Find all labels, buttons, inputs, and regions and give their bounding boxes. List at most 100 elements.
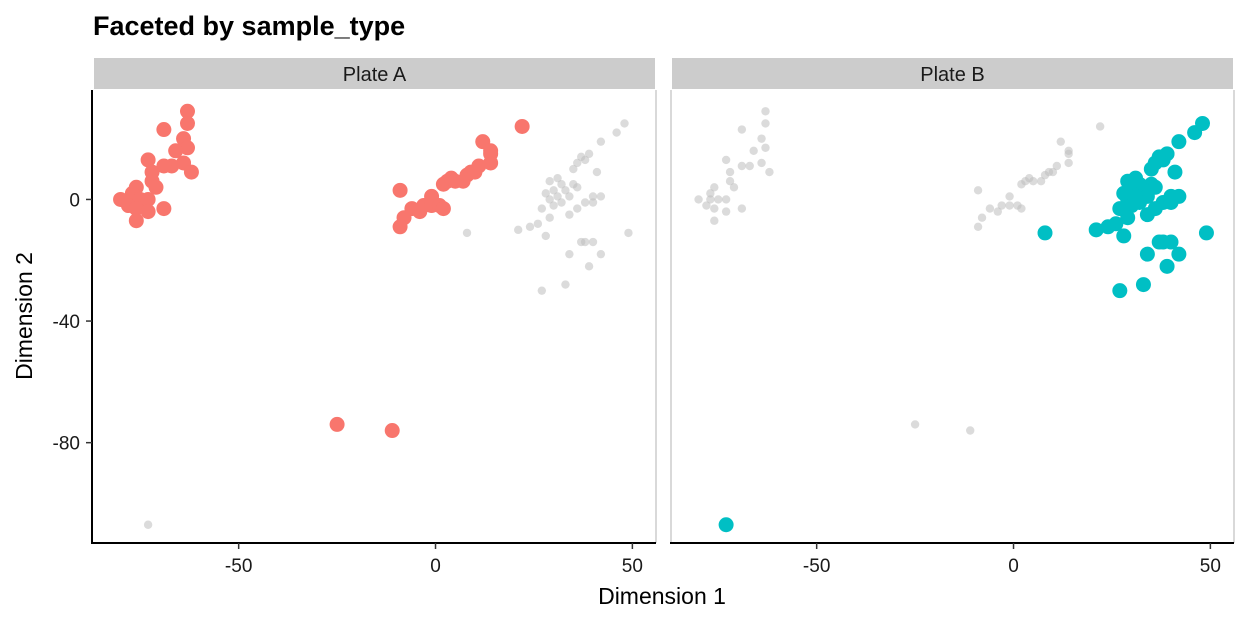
background-point	[549, 201, 558, 210]
data-point	[1139, 207, 1155, 223]
facet-panel-plate-b: Plate B	[670, 56, 1235, 533]
data-point	[156, 122, 172, 138]
background-point	[765, 167, 774, 177]
data-point	[140, 204, 156, 220]
background-point	[525, 222, 535, 232]
background-point	[910, 420, 920, 429]
data-point	[514, 118, 530, 134]
background-point	[737, 161, 747, 171]
facet-strip-plate-b	[670, 56, 1235, 91]
y-tick-label: -40	[53, 312, 80, 333]
facet-panel-plate-a: Plate A	[92, 56, 657, 529]
y-tick-label: -80	[53, 434, 80, 455]
background-point	[973, 186, 983, 195]
background-point	[694, 195, 703, 204]
background-point	[565, 249, 574, 259]
data-point	[435, 201, 451, 217]
background-point	[985, 204, 995, 213]
background-point	[1064, 158, 1073, 168]
background-point	[721, 207, 731, 216]
background-point	[725, 167, 735, 177]
background-point	[541, 189, 550, 198]
background-point	[1005, 201, 1014, 210]
background-point	[749, 146, 758, 156]
background-point	[620, 119, 629, 128]
background-point	[737, 204, 747, 213]
background-point	[545, 213, 554, 222]
data-point	[392, 182, 408, 198]
background-point	[533, 219, 543, 228]
x-tick-label: -50	[225, 556, 252, 577]
background-point	[557, 198, 566, 207]
background-point	[553, 192, 562, 201]
background-point	[761, 107, 770, 116]
background-point	[1029, 177, 1038, 186]
data-point	[1163, 234, 1179, 250]
data-point	[128, 201, 144, 217]
background-point	[565, 192, 574, 201]
background-point	[537, 204, 547, 213]
y-tick-label: 0	[69, 190, 80, 211]
background-point	[729, 183, 739, 192]
background-point	[725, 177, 735, 186]
facet-strip-label-plate-b: Plate B	[920, 64, 984, 86]
background-point	[1064, 146, 1073, 156]
background-point	[737, 125, 747, 134]
background-point	[545, 177, 554, 186]
background-point	[1005, 192, 1014, 201]
background-point	[1056, 137, 1065, 146]
background-point	[573, 204, 582, 213]
background-point	[1048, 167, 1058, 177]
data-point	[168, 143, 184, 159]
background-point	[553, 173, 562, 183]
data-point	[1139, 246, 1155, 262]
background-point	[588, 192, 598, 201]
data-point	[392, 219, 408, 235]
data-point	[148, 179, 164, 195]
y-axis-title: Dimension 2	[11, 252, 37, 380]
data-point	[1159, 258, 1175, 274]
x-tick-label: 0	[430, 556, 441, 577]
x-tick-label: -50	[803, 556, 830, 577]
background-point	[710, 216, 719, 225]
background-point	[584, 262, 594, 271]
data-point	[1124, 198, 1140, 214]
background-point	[569, 164, 578, 174]
background-point	[721, 155, 731, 165]
background-point	[565, 210, 574, 219]
background-point	[545, 195, 554, 204]
background-point	[706, 195, 715, 204]
background-point	[143, 520, 153, 529]
background-point	[588, 198, 598, 207]
data-point	[179, 115, 195, 131]
data-point	[179, 140, 195, 156]
background-point	[714, 195, 723, 204]
data-point	[483, 143, 499, 159]
data-point	[384, 423, 400, 439]
facet-strip-plate-a	[92, 56, 657, 91]
background-point	[573, 183, 582, 192]
background-point	[573, 158, 582, 168]
background-point	[580, 237, 590, 247]
data-point	[1187, 125, 1203, 141]
data-point	[1167, 164, 1183, 180]
background-point	[514, 225, 523, 235]
data-point	[1171, 134, 1187, 150]
background-point	[745, 161, 754, 171]
data-point	[140, 191, 156, 207]
chart-title: Faceted by sample_type	[93, 11, 405, 41]
data-point	[483, 155, 499, 171]
data-point	[329, 416, 345, 432]
background-point	[757, 134, 766, 143]
data-point	[1143, 161, 1159, 177]
background-point	[612, 128, 621, 137]
data-point	[179, 103, 195, 119]
background-point	[592, 167, 602, 177]
data-point	[1120, 210, 1136, 226]
background-point	[584, 149, 594, 159]
background-point	[561, 280, 570, 289]
background-point	[588, 237, 598, 247]
background-point	[710, 183, 719, 192]
data-point	[156, 158, 172, 174]
